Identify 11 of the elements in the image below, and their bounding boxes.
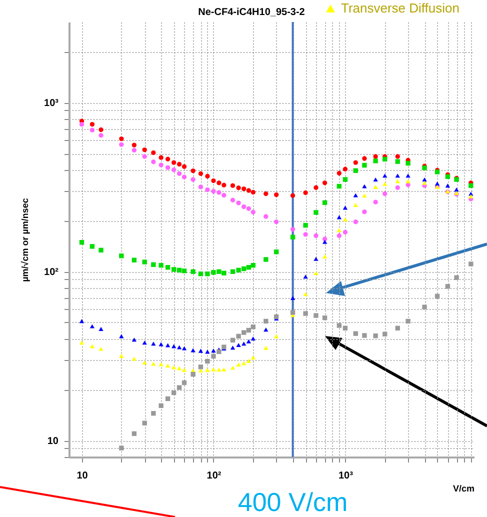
x-tick-label: 10²: [206, 470, 222, 482]
chart-title: Ne-CF4-iC4H10_95-3-2: [198, 7, 306, 18]
x-tick-label: 10³: [338, 470, 354, 482]
ref-line-label: 400 V/cm: [238, 487, 348, 517]
y-axis-title: µm/√cm or µm/nsec: [20, 198, 30, 282]
y-tick-label: 10: [47, 436, 59, 448]
x-tick-label: 10: [76, 470, 88, 482]
legend-label: Transverse Diffusion: [341, 0, 460, 16]
x-axis-title: V/cm: [452, 484, 474, 494]
y-tick-label: 10³: [44, 98, 60, 110]
y-tick-label: 10²: [44, 267, 60, 278]
